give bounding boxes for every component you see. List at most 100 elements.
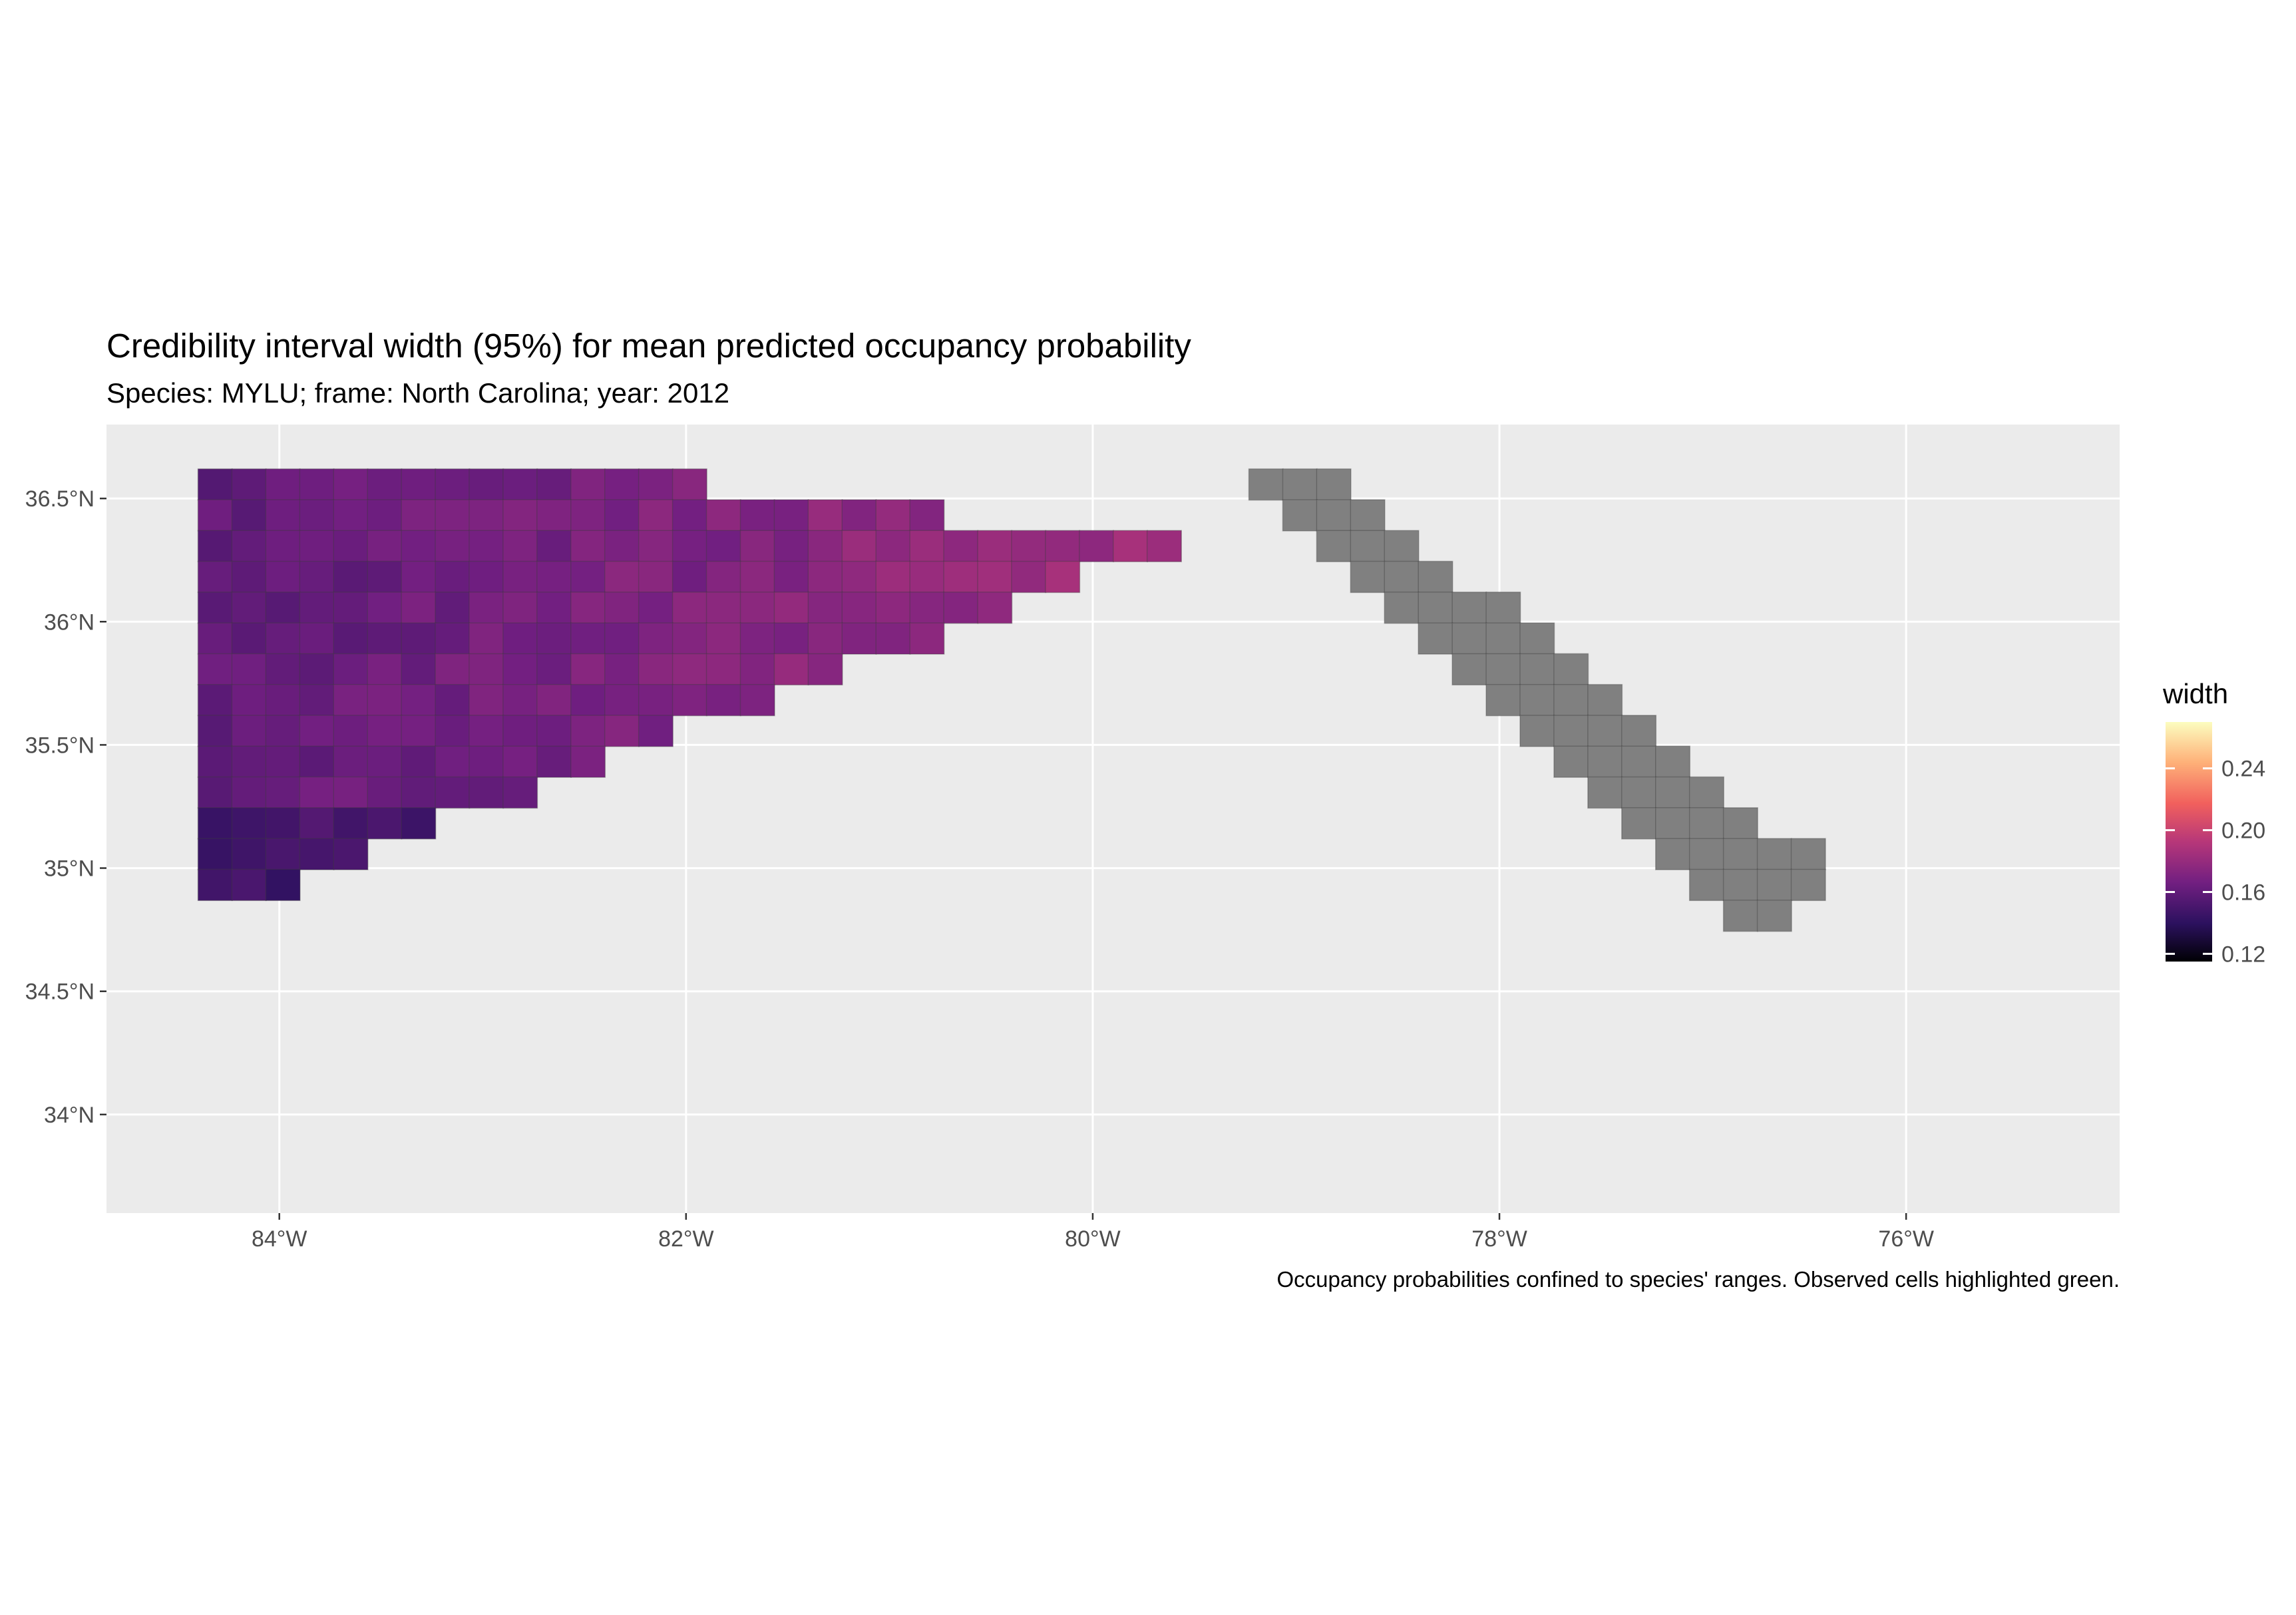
grid-cell [231, 468, 267, 501]
grid-cell [1587, 745, 1623, 778]
x-tick-label: 84°W [252, 1226, 307, 1252]
grid-cell [1011, 560, 1047, 594]
grid-cell [333, 715, 369, 747]
grid-cell [265, 468, 301, 501]
grid-cell [401, 683, 437, 717]
grid-cell [773, 653, 809, 686]
grid-cell [1282, 468, 1318, 501]
grid-cell [469, 653, 504, 686]
grid-cell [1384, 592, 1420, 624]
grid-cell [875, 592, 911, 624]
grid-cell [1553, 715, 1589, 747]
grid-cell [333, 622, 369, 655]
grid-cell [197, 622, 233, 655]
grid-cell [469, 592, 504, 624]
grid-cell [943, 592, 979, 624]
grid-cell [705, 622, 741, 655]
grid-cell [367, 622, 403, 655]
grid-cell [367, 807, 403, 840]
grid-cell [435, 745, 471, 778]
grid-cell [977, 530, 1013, 562]
grid-cell [502, 715, 538, 747]
grid-cell [435, 622, 471, 655]
grid-cell [570, 683, 606, 717]
grid-cell [1722, 838, 1758, 870]
grid-cell [299, 560, 335, 594]
grid-cell [1384, 530, 1420, 562]
grid-cell [638, 592, 673, 624]
grid-cell [299, 807, 335, 840]
grid-cell [1350, 499, 1386, 532]
y-tick-label: 36.5°N [25, 486, 95, 512]
grid-cell [807, 560, 843, 594]
grid-cell [671, 592, 707, 624]
grid-cell [1045, 530, 1081, 562]
grid-cell [1655, 838, 1691, 870]
grid-cell [299, 776, 335, 809]
grid-cell [1316, 468, 1352, 501]
grid-cell [773, 560, 809, 594]
grid-cell [231, 745, 267, 778]
grid-cell [401, 499, 437, 532]
grid-cell [265, 868, 301, 902]
grid-cell [536, 745, 572, 778]
grid-cell [435, 776, 471, 809]
grid-cell [197, 468, 233, 501]
grid-cell [502, 468, 538, 501]
grid-cell [1722, 899, 1758, 932]
grid-cell [367, 530, 403, 562]
grid-cell [875, 560, 911, 594]
grid-cell [1621, 776, 1657, 809]
grid-cell [705, 683, 741, 717]
grid-cell [502, 653, 538, 686]
grid-cell [231, 560, 267, 594]
grid-cell [299, 530, 335, 562]
grid-cell [502, 776, 538, 809]
grid-cell [469, 530, 504, 562]
grid-cell [570, 745, 606, 778]
grid-cell [1350, 560, 1386, 594]
grid-cell [739, 560, 775, 594]
grid-cell [638, 499, 673, 532]
grid-cell [807, 530, 843, 562]
grid-cell [299, 745, 335, 778]
grid-cell [435, 683, 471, 717]
grid-cell [502, 745, 538, 778]
grid-cell [231, 807, 267, 840]
grid-cell [638, 468, 673, 501]
grid-cell [807, 622, 843, 655]
grid-cell [671, 468, 707, 501]
legend-tick-label: 0.24 [2221, 757, 2265, 782]
grid-cell [469, 683, 504, 717]
y-tick-label: 36°N [44, 610, 95, 635]
grid-cell [401, 592, 437, 624]
grid-cell [197, 838, 233, 870]
y-tick-label: 35.5°N [25, 733, 95, 758]
grid-cell [401, 560, 437, 594]
grid-cell [807, 592, 843, 624]
grid-cell [841, 530, 877, 562]
grid-cell [1655, 745, 1691, 778]
grid-cell [671, 530, 707, 562]
grid-cell [671, 683, 707, 717]
grid-cell [875, 622, 911, 655]
grid-cell [1553, 683, 1589, 717]
grid-cell [909, 560, 945, 594]
grid-cell [333, 530, 369, 562]
grid-cell [367, 745, 403, 778]
grid-cell [977, 592, 1013, 624]
grid-cell [1485, 622, 1521, 655]
grid-cell [1756, 899, 1792, 932]
grid-cell [1621, 745, 1657, 778]
grid-cell [469, 622, 504, 655]
grid-cell [671, 622, 707, 655]
grid-cell [1485, 653, 1521, 686]
grid-cell [705, 530, 741, 562]
grid-cell [435, 530, 471, 562]
grid-cell [469, 499, 504, 532]
grid-cell [604, 560, 640, 594]
grid-cell [231, 499, 267, 532]
grid-cell [536, 592, 572, 624]
grid-cell [536, 468, 572, 501]
